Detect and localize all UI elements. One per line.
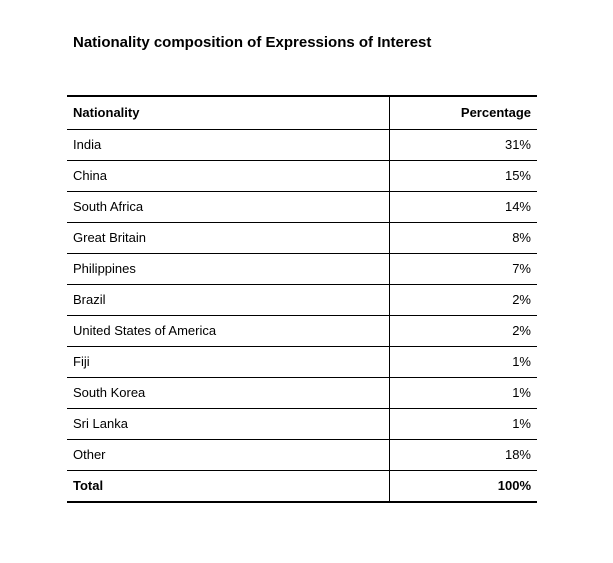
column-header-percentage: Percentage	[389, 95, 537, 130]
percentage-cell: 2%	[389, 284, 537, 316]
total-value: 100%	[389, 470, 537, 503]
table-row: Fiji 1%	[67, 346, 537, 378]
percentage-cell: 15%	[389, 160, 537, 192]
nationality-cell: China	[67, 160, 390, 192]
table-row: Philippines 7%	[67, 253, 537, 285]
table-row: South Korea 1%	[67, 377, 537, 409]
nationality-cell: Great Britain	[67, 222, 390, 254]
table-row: South Africa 14%	[67, 191, 537, 223]
nationality-table-container: Nationality Percentage India 31% China 1…	[67, 95, 537, 503]
nationality-cell: Fiji	[67, 346, 390, 378]
total-label: Total	[67, 470, 390, 503]
table-row: Sri Lanka 1%	[67, 408, 537, 440]
percentage-cell: 1%	[389, 377, 537, 409]
nationality-cell: Other	[67, 439, 390, 471]
table-header-row: Nationality Percentage	[67, 95, 537, 130]
table-row: China 15%	[67, 160, 537, 192]
table-row: Other 18%	[67, 439, 537, 471]
percentage-cell: 2%	[389, 315, 537, 347]
nationality-table: Nationality Percentage India 31% China 1…	[67, 95, 537, 503]
percentage-cell: 8%	[389, 222, 537, 254]
page-title: Nationality composition of Expressions o…	[73, 34, 432, 51]
nationality-cell: Brazil	[67, 284, 390, 316]
percentage-cell: 7%	[389, 253, 537, 285]
nationality-cell: United States of America	[67, 315, 390, 347]
table-row: United States of America 2%	[67, 315, 537, 347]
percentage-cell: 18%	[389, 439, 537, 471]
table-total-row: Total 100%	[67, 470, 537, 503]
percentage-cell: 1%	[389, 408, 537, 440]
nationality-cell: Philippines	[67, 253, 390, 285]
table-row: Great Britain 8%	[67, 222, 537, 254]
percentage-cell: 1%	[389, 346, 537, 378]
column-header-nationality: Nationality	[67, 95, 390, 130]
nationality-cell: Sri Lanka	[67, 408, 390, 440]
nationality-cell: South Africa	[67, 191, 390, 223]
nationality-cell: South Korea	[67, 377, 390, 409]
percentage-cell: 14%	[389, 191, 537, 223]
table-row: Brazil 2%	[67, 284, 537, 316]
table-row: India 31%	[67, 129, 537, 161]
percentage-cell: 31%	[389, 129, 537, 161]
nationality-cell: India	[67, 129, 390, 161]
